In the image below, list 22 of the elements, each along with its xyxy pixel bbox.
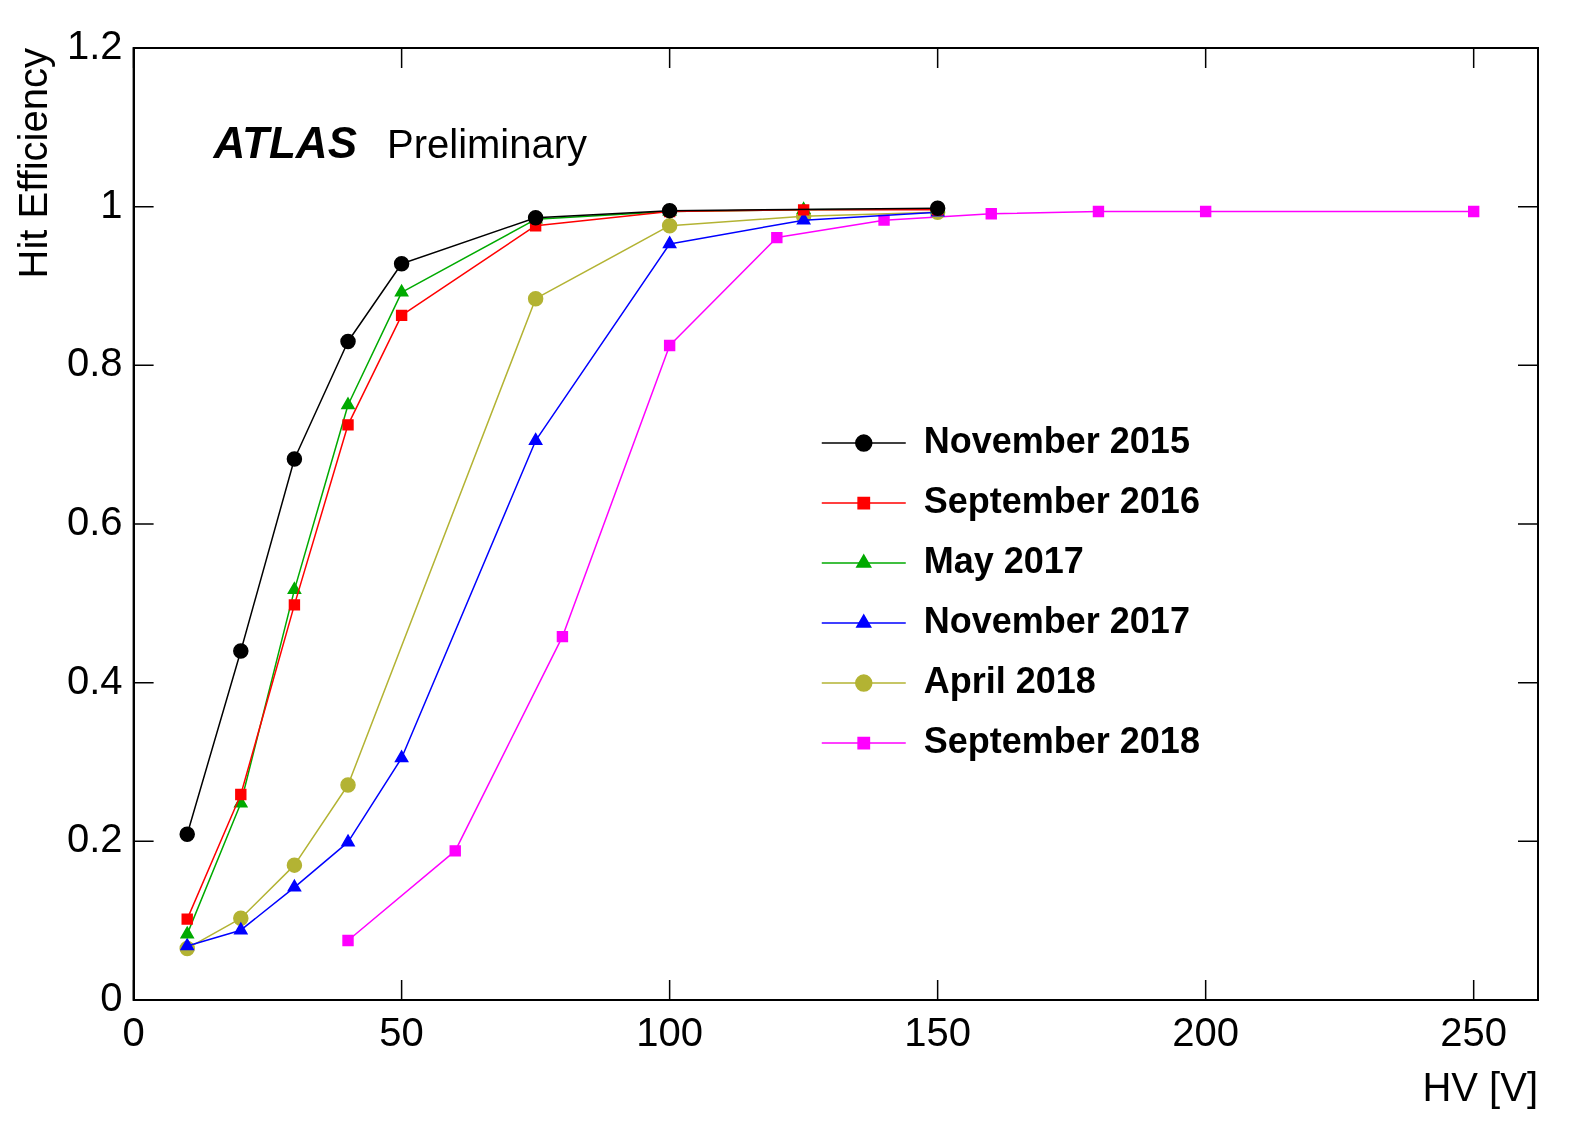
x-axis-title: HV [V] (1422, 1065, 1538, 1110)
legend-label: September 2016 (923, 480, 1200, 521)
annotation: Preliminary (386, 122, 588, 166)
y-axis-title: Hit Efficiency (11, 48, 56, 279)
y-tick-label: 0.4 (67, 657, 123, 702)
x-tick-label: 250 (1440, 1010, 1508, 1055)
x-tick-label: 100 (636, 1010, 704, 1055)
x-tick-label: 150 (904, 1010, 972, 1055)
y-tick-label: 1 (100, 181, 123, 226)
x-tick-label: 50 (379, 1010, 424, 1055)
y-tick-label: 0.8 (67, 340, 123, 385)
legend-label: April 2018 (923, 660, 1096, 701)
y-tick-label: 0.2 (67, 816, 123, 861)
legend-label: September 2018 (923, 720, 1200, 761)
y-tick-label: 0 (100, 975, 123, 1020)
legend-label: May 2017 (923, 540, 1084, 581)
y-tick-label: 1.2 (67, 23, 123, 68)
legend-label: November 2015 (923, 420, 1190, 461)
legend-label: November 2017 (923, 600, 1190, 641)
y-tick-label: 0.6 (67, 499, 123, 544)
x-tick-label: 200 (1172, 1010, 1240, 1055)
annotation: ATLAS (212, 118, 357, 167)
